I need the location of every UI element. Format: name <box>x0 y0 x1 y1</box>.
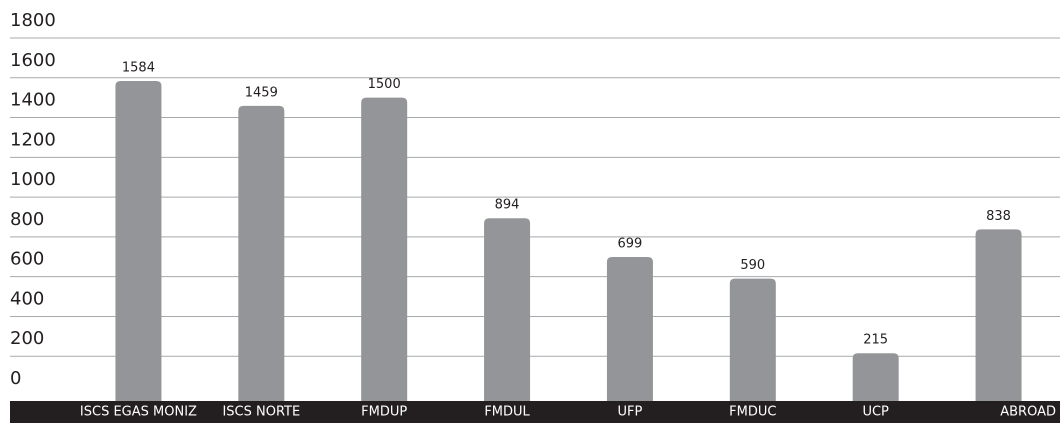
value-label: 215 <box>863 333 888 348</box>
x-tick-label: FMDUL <box>484 405 530 420</box>
value-label: 1500 <box>368 77 401 92</box>
value-label: 1584 <box>122 60 155 75</box>
y-tick-label: 1800 <box>10 10 56 31</box>
bar <box>115 80 162 402</box>
value-label: 1459 <box>245 85 278 100</box>
y-tick-label: 1000 <box>10 169 56 190</box>
y-tick-label: 800 <box>10 209 44 230</box>
x-tick-label: ISCS NORTE <box>222 405 300 420</box>
bar <box>975 229 1022 401</box>
y-tick-label: 600 <box>10 249 44 270</box>
bar <box>606 256 653 401</box>
category-strip <box>10 401 1060 423</box>
bar <box>852 353 899 401</box>
y-tick-label: 1400 <box>10 90 56 111</box>
y-tick-label: 1600 <box>10 50 56 71</box>
bar <box>238 105 285 402</box>
y-tick-label: 200 <box>10 328 44 349</box>
x-tick-label: FMDUC <box>729 405 776 420</box>
x-tick-label: UCP <box>862 405 889 420</box>
bar <box>361 97 408 402</box>
value-label: 838 <box>986 209 1011 224</box>
x-tick-label: FMDUP <box>361 405 407 420</box>
y-tick-label: 0 <box>10 368 21 389</box>
value-label: 699 <box>618 236 643 251</box>
x-tick-label: ISCS EGAS MONIZ <box>80 405 197 420</box>
value-label: 590 <box>740 258 765 273</box>
value-label: 894 <box>495 198 520 213</box>
y-tick-label: 1200 <box>10 129 56 150</box>
x-tick-label: ABROAD <box>1000 405 1056 420</box>
bar <box>484 218 531 401</box>
y-tick-label: 400 <box>10 288 44 309</box>
bar <box>729 278 776 401</box>
x-tick-label: UFP <box>618 405 643 420</box>
